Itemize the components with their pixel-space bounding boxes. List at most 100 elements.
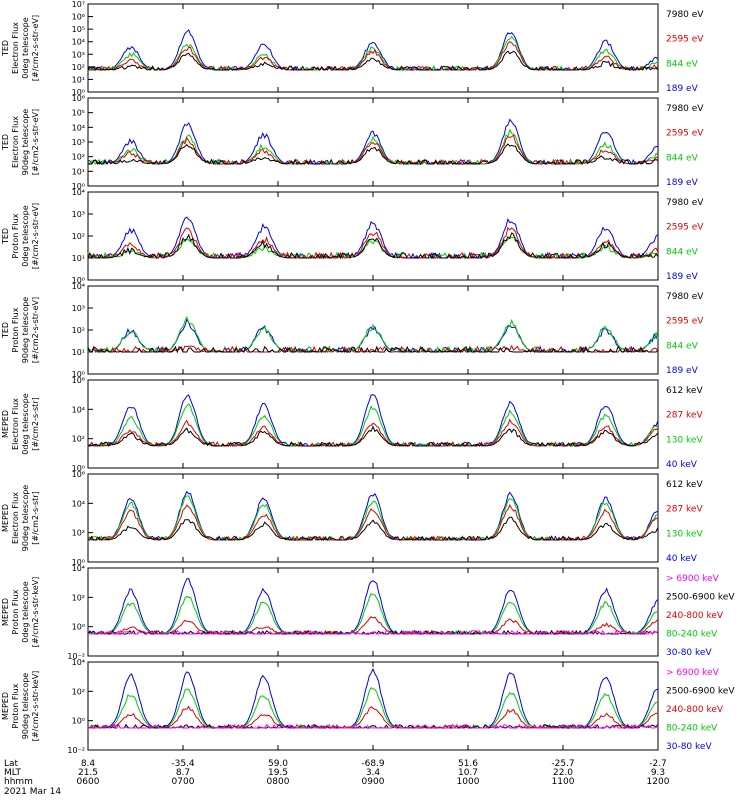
- y-axis-label-line: [#/cm2-s-str-eV]: [31, 109, 40, 175]
- y-tick-label: 10⁴: [72, 38, 85, 47]
- y-tick-label: 10¹: [72, 348, 85, 357]
- footer-row-label: Lat: [4, 759, 19, 769]
- panel-5: 10⁰ 10² 10⁴ 10⁶ MEPEDElectron Flux0deg teles…: [1, 376, 703, 473]
- legend-entry: 7980 eV: [666, 10, 704, 20]
- series-line: [87, 50, 659, 72]
- y-tick-label: 10⁷: [72, 0, 85, 9]
- series-line: [87, 403, 659, 447]
- legend-entry: 844 eV: [666, 247, 699, 257]
- panel-frame: [87, 661, 659, 751]
- y-tick-label: 10²: [72, 435, 85, 444]
- y-axis-label-line: Proton Flux: [11, 307, 20, 352]
- series-line: [88, 516, 659, 541]
- y-axis-label-line: [#/cm2-s-str-eV]: [31, 15, 40, 81]
- legend-entry: 612 keV: [666, 386, 703, 396]
- y-axis-label-line: Proton Flux: [11, 589, 20, 634]
- series-line: [87, 315, 659, 354]
- y-tick-label: 10²: [72, 326, 85, 335]
- legend-entry: 7980 eV: [666, 104, 704, 114]
- y-tick-label: 10⁴: [72, 564, 85, 573]
- y-tick-label: 10²: [72, 593, 85, 602]
- legend-entry: 80-240 keV: [666, 724, 718, 734]
- footer-value: 59.0: [268, 759, 288, 769]
- y-tick-label: 10⁰: [72, 623, 85, 632]
- y-tick-label: 10²: [72, 153, 85, 162]
- panel-8: 10⁻² 10⁰ 10² 10⁴ MEPEDProton Flux90deg teles…: [1, 658, 735, 755]
- footer-value: -68.9: [361, 759, 385, 769]
- series-line: [88, 134, 659, 166]
- y-tick-label: 10³: [72, 304, 85, 313]
- legend-entry: 7980 eV: [666, 198, 704, 208]
- y-tick-label: 10⁻²: [67, 652, 85, 661]
- y-tick-label: 10⁴: [72, 405, 85, 414]
- legend-entry: 130 keV: [666, 529, 703, 539]
- series-line: [87, 118, 659, 165]
- y-axis-label-line: [#/cm2-s-str-eV]: [31, 203, 40, 269]
- footer-value: 51.6: [458, 759, 478, 769]
- y-axis-label-line: MEPED: [1, 410, 10, 438]
- y-axis-label-line: TED: [1, 134, 10, 151]
- y-axis-label-line: 0deg telescope: [21, 17, 30, 78]
- legend-entry: 189 eV: [666, 366, 699, 376]
- footer-value: 10.7: [458, 768, 478, 778]
- y-axis-label-line: TED: [1, 322, 10, 339]
- footer-value: -2.7: [649, 759, 667, 769]
- y-axis-label-line: [#/cm2-s-str]: [31, 397, 40, 450]
- footer-value: 0700: [172, 777, 195, 787]
- y-tick-label: 10⁴: [72, 499, 85, 508]
- legend-entry: 2595 eV: [666, 129, 704, 139]
- legend-entry: 130 keV: [666, 435, 703, 445]
- y-axis-label-line: Electron Flux: [11, 492, 20, 544]
- legend-entry: 2595 eV: [666, 223, 704, 233]
- y-tick-label: 10¹: [72, 75, 85, 84]
- legend-entry: 844 eV: [666, 153, 699, 163]
- y-axis-label: TEDElectron Flux0deg telescope[#/cm2-s-s…: [1, 15, 40, 81]
- panel-1: 10⁰ 10¹ 10² 10³ 10⁴ 10⁵ 10⁶ 10⁷ TEDElectron Flux…: [1, 0, 704, 97]
- y-tick-label: 10⁰: [72, 276, 85, 285]
- y-tick-label: 10¹: [72, 167, 85, 176]
- panel-6: 10⁰ 10² 10⁴ 10⁶ MEPEDElectron Flux90deg tele…: [1, 470, 703, 567]
- y-axis-label: MEPEDProton Flux90deg telescope[#/cm2-s-…: [1, 671, 40, 742]
- y-tick-label: 10³: [72, 210, 85, 219]
- y-axis-label-line: 90deg telescope: [21, 297, 30, 364]
- footer-value: -25.7: [551, 759, 574, 769]
- y-tick-label: 10⁶: [72, 376, 85, 385]
- y-tick-label: 10²: [72, 687, 85, 696]
- y-axis-label-line: [#/cm2-s-str-keV]: [31, 671, 40, 742]
- footer-value: 0800: [267, 777, 290, 787]
- legend-entry: 30-80 keV: [666, 648, 712, 658]
- series-line: [88, 143, 659, 166]
- legend-entry: 80-240 keV: [666, 630, 718, 640]
- legend-entry: 7980 eV: [666, 292, 704, 302]
- footer-value: 8.7: [176, 768, 190, 778]
- series-line: [88, 667, 659, 729]
- panel-frame: [87, 97, 659, 187]
- footer-value: 8.4: [81, 759, 96, 769]
- legend-entry: 240-800 keV: [666, 611, 724, 621]
- series-line: [87, 593, 659, 635]
- y-axis-label: MEPEDProton Flux0deg telescope[#/cm2-s-s…: [1, 577, 40, 648]
- y-tick-label: 10²: [72, 63, 85, 72]
- y-tick-label: 10⁶: [72, 94, 85, 103]
- y-tick-label: 10¹: [72, 254, 85, 263]
- footer-value: 3.4: [366, 768, 381, 778]
- y-tick-label: 10⁴: [72, 658, 85, 667]
- legend-entry: 40 keV: [666, 554, 698, 564]
- series-line: [88, 40, 659, 71]
- legend-entry: 844 eV: [666, 341, 699, 351]
- y-tick-label: 10³: [72, 138, 85, 147]
- panel-4: 10⁰ 10¹ 10² 10³ 10⁴ TEDProton Flux90deg teles…: [1, 282, 704, 379]
- footer-date: 2021 Mar 14: [4, 787, 61, 797]
- y-tick-label: 10⁰: [72, 370, 85, 379]
- y-axis-label-line: [#/cm2-s-str-eV]: [31, 297, 40, 363]
- y-axis-label-line: Electron Flux: [11, 398, 20, 450]
- y-axis-label-line: MEPED: [1, 598, 10, 626]
- legend-entry: 2500-6900 keV: [666, 687, 735, 697]
- y-tick-label: 10⁵: [72, 25, 85, 34]
- footer-value: 0900: [362, 777, 385, 787]
- panel-frame: [87, 473, 659, 563]
- y-axis-label-line: Electron Flux: [11, 116, 20, 168]
- y-axis-label-line: 90deg telescope: [21, 109, 30, 176]
- y-tick-label: 10²: [72, 232, 85, 241]
- legend-entry: 30-80 keV: [666, 742, 712, 752]
